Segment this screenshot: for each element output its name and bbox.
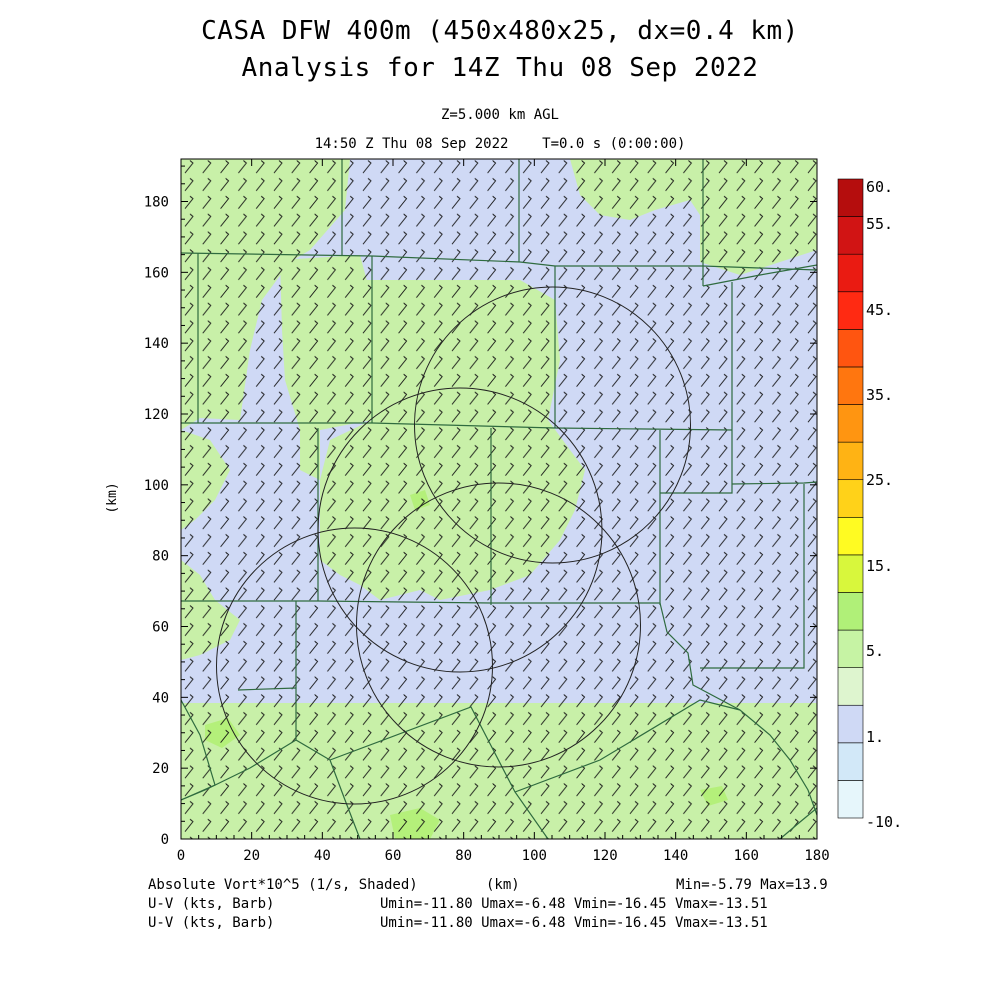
x-tick-label: 80 <box>455 848 472 864</box>
colorbar-label: -10. <box>866 813 902 831</box>
wind-barbs <box>181 159 817 839</box>
radar-ring-4 <box>356 482 641 768</box>
radar-ring-2 <box>216 527 493 805</box>
level-label: Z=5.000 km AGL <box>440 107 559 123</box>
radar-ring-1 <box>414 286 691 564</box>
x-axis: 0 20 40 60 80 100 120 140 160 180 <box>177 159 830 864</box>
y-tick-label: 180 <box>144 195 169 211</box>
y-tick-label: 80 <box>152 549 169 565</box>
vorticity-shading <box>181 159 817 839</box>
colorbar-label: 55. <box>866 215 893 233</box>
colorbar-swatch <box>837 366 864 405</box>
colorbar-swatch <box>837 742 864 781</box>
field-min-max: Min=-5.79 Max=13.9 <box>676 877 828 893</box>
x-tick-label: 180 <box>804 848 829 864</box>
colorbar-swatch <box>837 253 864 293</box>
colorbar-swatch <box>837 479 864 518</box>
colorbar-swatch <box>837 216 864 255</box>
valid-time-label: 14:50 Z Thu 08 Sep 2022 T=0.0 s (0:00:00… <box>314 136 686 152</box>
barb-range-1: Umin=-11.80 Umax=-6.48 Vmin=-16.45 Vmax=… <box>380 896 768 912</box>
y-axis-label: (km) <box>105 482 120 513</box>
colorbar-swatch <box>837 329 864 368</box>
colorbar-swatch <box>837 592 864 631</box>
colorbar-label: 5. <box>866 642 884 660</box>
x-tick-label: 140 <box>663 848 688 864</box>
colorbar: 60. 55. 45. 35. 25. 15. 5. 1. -10. <box>837 178 902 831</box>
x-tick-label: 40 <box>314 848 331 864</box>
radar-ring-3 <box>317 387 603 673</box>
colorbar-label: 15. <box>866 557 893 575</box>
colorbar-label: 45. <box>866 301 893 319</box>
y-tick-label: 120 <box>144 407 169 423</box>
colorbar-swatch <box>837 554 864 593</box>
x-tick-label: 20 <box>243 848 260 864</box>
barb-description-2: U-V (kts, Barb) <box>148 915 275 931</box>
y-tick-label: 40 <box>152 690 169 706</box>
y-tick-label: 140 <box>144 336 169 352</box>
colorbar-label: 35. <box>866 386 893 404</box>
x-tick-label: 160 <box>734 848 759 864</box>
colorbar-swatch <box>837 704 864 744</box>
map-subtitle: Analysis for 14Z Thu 08 Sep 2022 <box>241 53 759 83</box>
x-tick-label: 60 <box>385 848 402 864</box>
y-tick-label: 20 <box>152 761 169 777</box>
colorbar-label: 60. <box>866 178 893 196</box>
map-title: CASA DFW 400m (450x480x25, dx=0.4 km) <box>201 16 799 46</box>
y-tick-label: 160 <box>144 265 169 281</box>
colorbar-swatch <box>837 404 864 443</box>
radar-range-rings <box>216 286 691 805</box>
colorbar-swatch <box>837 441 864 481</box>
x-tick-label: 0 <box>177 848 185 864</box>
colorbar-label: 25. <box>866 471 893 489</box>
x-tick-label: 100 <box>522 848 547 864</box>
barb-range-2: Umin=-11.80 Umax=-6.48 Vmin=-16.45 Vmax=… <box>380 915 768 931</box>
colorbar-swatch <box>837 291 864 330</box>
colorbar-swatch <box>837 516 864 556</box>
y-axis: 0 20 40 60 80 100 120 140 160 180 <box>144 165 817 848</box>
field-description: Absolute Vort*10^5 (1/s, Shaded) <box>148 877 418 893</box>
colorbar-swatch <box>837 667 864 706</box>
colorbar-swatch <box>837 629 864 668</box>
county-boundaries <box>181 159 817 839</box>
x-axis-label: (km) <box>486 877 520 893</box>
y-tick-label: 100 <box>144 478 169 494</box>
colorbar-label: 1. <box>866 728 884 746</box>
colorbar-swatch <box>837 178 864 217</box>
x-tick-label: 120 <box>592 848 617 864</box>
y-tick-label: 0 <box>161 832 169 848</box>
y-tick-label: 60 <box>152 620 169 636</box>
barb-description-1: U-V (kts, Barb) <box>148 896 275 912</box>
colorbar-swatch <box>837 780 864 819</box>
